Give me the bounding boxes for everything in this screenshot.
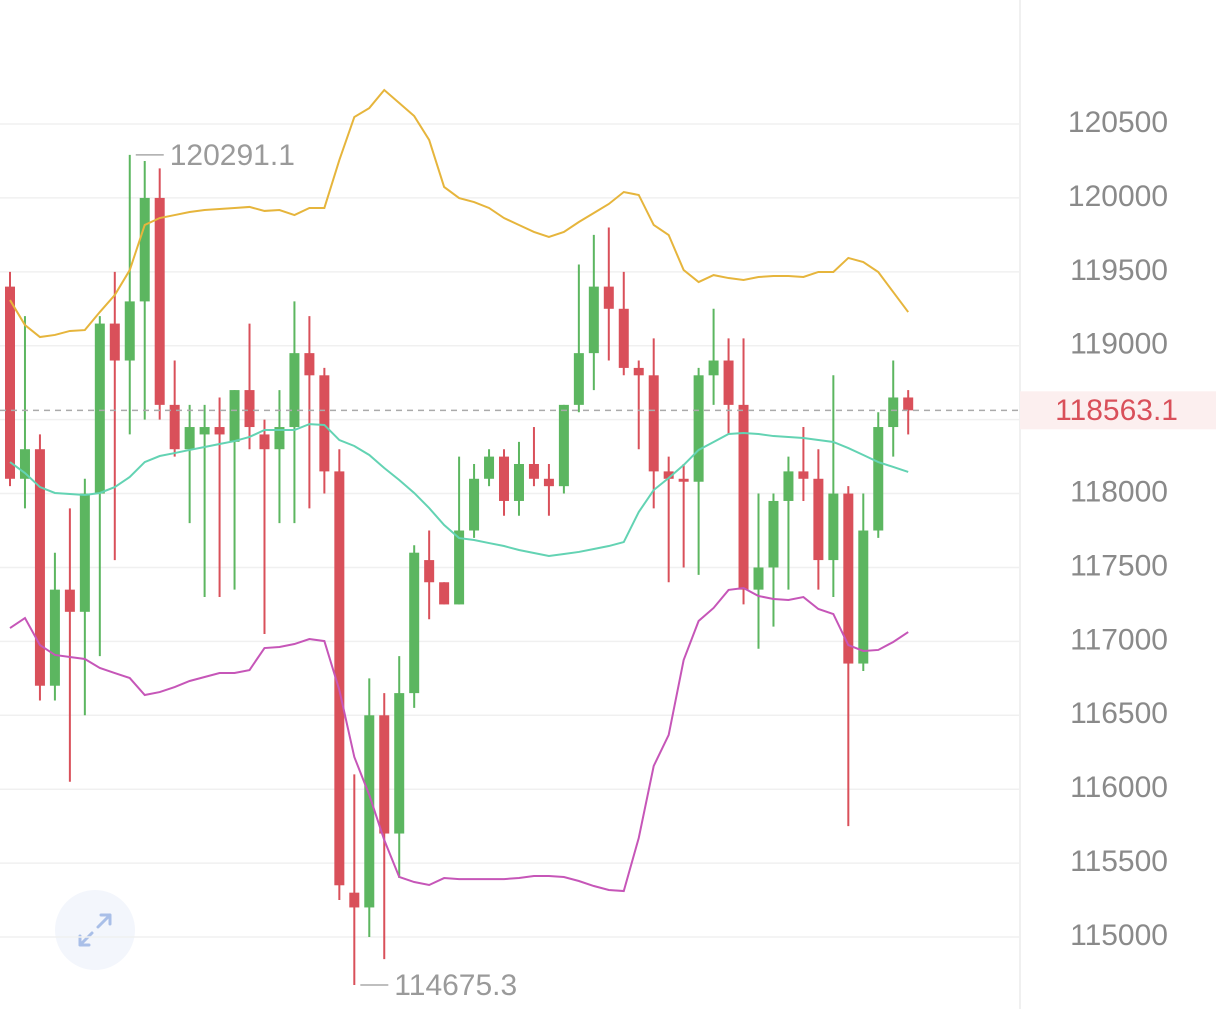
candle-body	[19, 449, 30, 479]
candle-body	[409, 552, 420, 694]
y-tick-label: 117000	[1070, 623, 1168, 656]
candle-body	[528, 463, 539, 479]
candle-body	[499, 456, 510, 501]
candle-body	[169, 404, 180, 450]
candle-body	[304, 353, 315, 376]
candle-body	[693, 375, 704, 482]
candle-body	[648, 375, 659, 472]
high-label: 120291.1	[170, 139, 295, 172]
y-tick-label: 117500	[1070, 549, 1168, 582]
band-line	[9, 423, 909, 557]
candle-body	[334, 471, 345, 886]
candle-body	[184, 427, 195, 450]
candle-body	[723, 360, 734, 405]
candle-body	[424, 560, 435, 583]
candle-body	[783, 471, 794, 501]
y-tick-label: 116000	[1070, 771, 1168, 804]
candle-body	[199, 427, 210, 435]
y-tick-label: 119000	[1070, 328, 1168, 361]
candle-body	[49, 589, 60, 686]
candle-body	[289, 353, 300, 428]
candle-body	[708, 360, 719, 376]
candle-body	[828, 493, 839, 561]
y-tick-label: 120500	[1068, 106, 1168, 139]
candle-body	[813, 478, 824, 561]
candle-body	[513, 463, 524, 501]
candle-body	[244, 390, 255, 428]
candle-body	[154, 197, 165, 405]
candle-body	[214, 427, 225, 435]
expand-icon[interactable]	[78, 913, 112, 947]
candle-body	[379, 715, 390, 834]
candle-body	[349, 892, 360, 908]
y-tick-label: 120000	[1068, 180, 1168, 213]
candle-body	[573, 353, 584, 405]
candle-body	[873, 427, 884, 531]
y-tick-label: 119500	[1070, 254, 1168, 287]
candle-body	[439, 582, 450, 605]
candle-body	[274, 427, 285, 450]
candle-body	[618, 308, 629, 368]
candle-body	[588, 286, 599, 354]
candle-body	[633, 367, 644, 376]
candle-body	[94, 323, 105, 494]
candle-body	[768, 500, 779, 568]
candle-body	[469, 478, 480, 531]
candle-body	[5, 286, 15, 479]
candle-body	[543, 478, 554, 487]
candle-body	[124, 301, 135, 361]
candle-body	[843, 493, 854, 664]
candle-body	[139, 197, 150, 302]
candle-body	[888, 397, 899, 428]
candle-body	[484, 456, 495, 479]
candle-body	[394, 693, 405, 834]
candle-body	[34, 449, 45, 686]
last-price-box	[1020, 391, 1216, 430]
band-line	[9, 586, 909, 893]
candle-body	[663, 471, 674, 479]
y-tick-label: 115000	[1070, 919, 1168, 952]
candle-body	[259, 434, 270, 450]
y-tick-label: 118000	[1070, 475, 1168, 508]
candle-body	[753, 567, 764, 590]
expand-button[interactable]	[55, 890, 135, 970]
candle-body	[738, 404, 749, 590]
candle-body	[903, 397, 914, 411]
candle-body	[64, 589, 75, 612]
candle-body	[454, 530, 465, 605]
expand-button-bg[interactable]	[55, 890, 135, 970]
low-label: 114675.3	[394, 969, 517, 1002]
candle-body	[364, 715, 375, 908]
candle-body	[109, 323, 120, 361]
candle-body	[603, 286, 614, 309]
last-price-label: 118563.1	[1055, 394, 1178, 427]
candle-body	[798, 471, 809, 479]
candle-body	[858, 530, 869, 664]
y-tick-label: 115500	[1070, 845, 1168, 878]
candle-body	[79, 493, 90, 612]
candle-body	[558, 404, 569, 487]
candle-body	[229, 390, 240, 442]
y-tick-label: 116500	[1070, 697, 1168, 730]
band-line	[9, 88, 909, 339]
candle-body	[319, 375, 330, 472]
candle-body	[678, 478, 689, 482]
